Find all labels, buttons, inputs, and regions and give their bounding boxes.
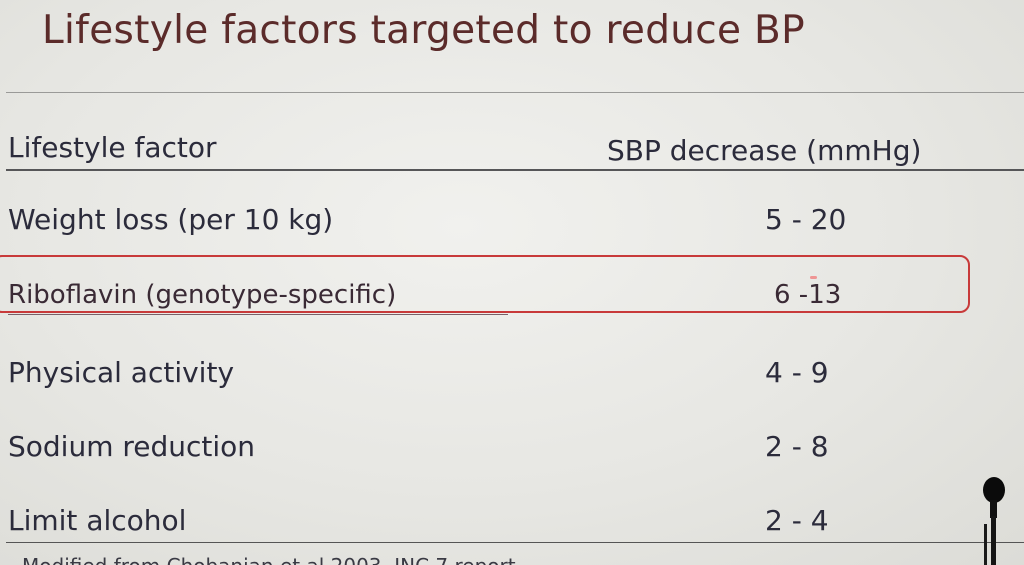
table-row: Weight loss (per 10 kg) 5 - 20 [0,203,1024,243]
title-divider [6,92,1024,93]
header-divider [6,169,1024,171]
table-row-highlighted: Riboflavin (genotype-specific) 6 -13 [0,280,1024,320]
row-underline [8,314,508,315]
table-row: Physical activity 4 - 9 [0,356,1024,396]
footnote: Modified from Chobanian et al 2003, JNC … [22,554,516,565]
factor-cell: Riboflavin (genotype-specific) [8,280,397,310]
factor-cell: Weight loss (per 10 kg) [8,203,334,236]
highlight-box [0,255,970,313]
table-row: Sodium reduction 2 - 8 [0,430,1024,470]
table-bottom-divider [6,542,1024,543]
laser-pointer-dot [810,276,817,279]
sbp-value-cell: 2 - 4 [765,504,829,537]
factor-cell: Limit alcohol [8,504,187,537]
table-row: Limit alcohol 2 - 4 [0,504,1024,544]
sbp-value-cell: 6 -13 [774,280,842,310]
sbp-value-cell: 2 - 8 [765,430,829,463]
sbp-value-cell: 5 - 20 [765,203,847,236]
factor-cell: Sodium reduction [8,430,256,463]
column-header-lifestyle-factor: Lifestyle factor [8,131,217,164]
sbp-value-cell: 4 - 9 [765,356,829,389]
footnote-area: Modified from Chobanian et al 2003, JNC … [0,544,1024,565]
slide-title: Lifestyle factors targeted to reduce BP [42,8,805,53]
factor-cell: Physical activity [8,356,235,389]
microphone-icon [983,477,1005,565]
column-header-sbp-decrease: SBP decrease (mmHg) [607,134,922,167]
